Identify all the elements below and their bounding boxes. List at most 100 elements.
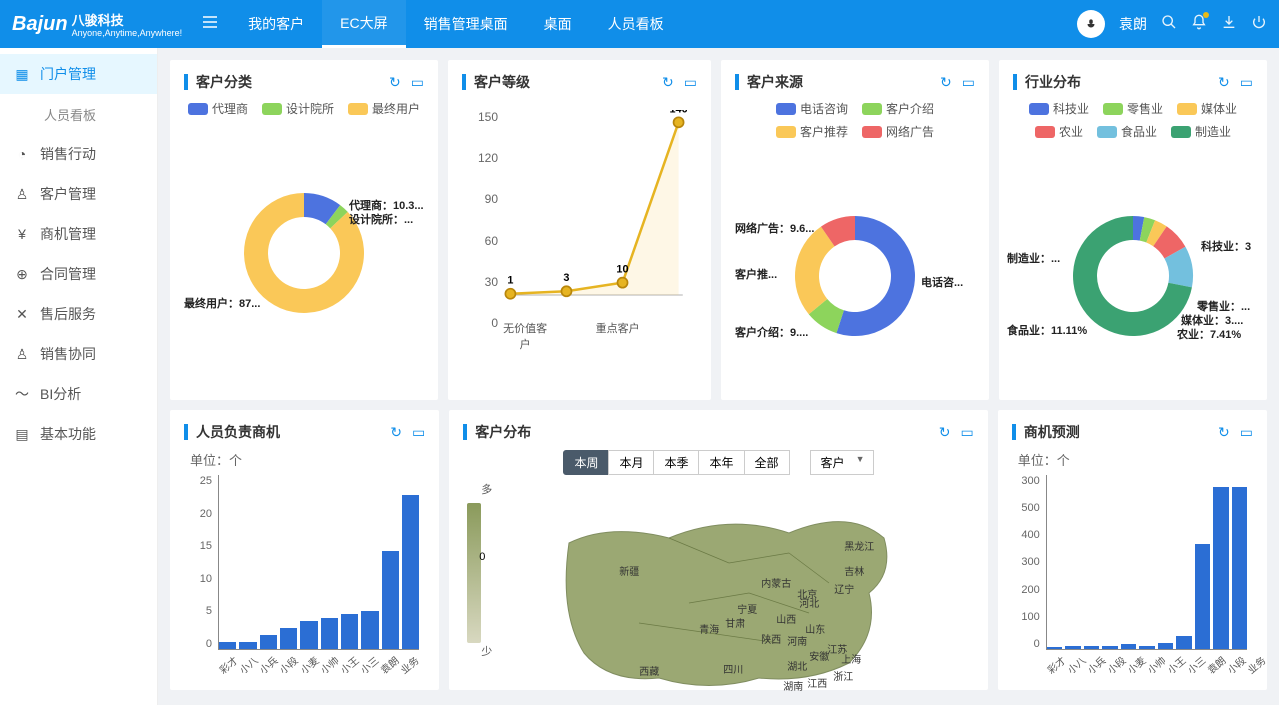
expand-icon[interactable]: ▭ [962, 74, 975, 91]
expand-icon[interactable]: ▭ [960, 424, 973, 441]
download-icon[interactable] [1221, 14, 1237, 35]
legend-item[interactable]: 客户介绍 [862, 100, 934, 117]
bar[interactable] [1084, 646, 1099, 649]
topnav-item-2[interactable]: 销售管理桌面 [406, 0, 526, 48]
refresh-icon[interactable]: ↻ [390, 424, 402, 441]
sidebar-item-7[interactable]: 〜BI分析 [0, 374, 157, 414]
sidebar-subitem[interactable]: 人员看板 [0, 94, 157, 134]
topnav-item-0[interactable]: 我的客户 [230, 0, 322, 48]
province-label: 宁夏 [737, 601, 757, 616]
customer-dropdown[interactable]: 客户 [810, 450, 874, 475]
time-tab[interactable]: 本年 [698, 450, 744, 475]
menu-toggle-icon[interactable] [202, 14, 218, 35]
legend-item[interactable]: 代理商 [188, 100, 248, 117]
search-icon[interactable] [1161, 14, 1177, 35]
province-label: 河南 [787, 633, 807, 648]
time-tab[interactable]: 本月 [608, 450, 654, 475]
sidebar-item-2[interactable]: ♙客户管理 [0, 174, 157, 214]
legend-item[interactable]: 电话咨询 [776, 100, 848, 117]
province-label: 青海 [699, 621, 719, 636]
legend-item[interactable]: 设计院所 [262, 100, 334, 117]
sidebar-icon: 〜 [14, 386, 30, 402]
bar[interactable] [260, 635, 277, 649]
sidebar-icon: ¥ [14, 226, 30, 242]
bar[interactable] [1158, 643, 1173, 649]
topnav-item-3[interactable]: 桌面 [526, 0, 590, 48]
bar[interactable] [1047, 647, 1062, 649]
sidebar-label: 商机管理 [40, 224, 96, 244]
y-axis: 3005004003002001000 [1016, 475, 1040, 650]
time-tab[interactable]: 全部 [744, 450, 790, 475]
time-tab[interactable]: 本季 [653, 450, 699, 475]
bar[interactable] [402, 495, 419, 649]
sidebar-label: 销售行动 [40, 144, 96, 164]
expand-icon[interactable]: ▭ [684, 74, 697, 91]
province-label: 吉林 [844, 563, 864, 578]
avatar[interactable] [1077, 10, 1105, 38]
svg-text:10: 10 [616, 264, 628, 276]
bar[interactable] [1195, 544, 1210, 649]
card-title: 行业分布 [1025, 72, 1218, 92]
expand-icon[interactable]: ▭ [412, 424, 425, 441]
expand-icon[interactable]: ▭ [1240, 424, 1253, 441]
card-title: 客户等级 [474, 72, 662, 92]
bar[interactable] [1176, 636, 1191, 649]
donut-label: 客户介绍：9.... [735, 324, 808, 340]
topnav-item-1[interactable]: EC大屏 [322, 0, 405, 48]
bar[interactable] [239, 642, 256, 649]
refresh-icon[interactable]: ↻ [939, 424, 951, 441]
refresh-icon[interactable]: ↻ [1218, 74, 1230, 91]
legend-item[interactable]: 农业 [1035, 123, 1083, 140]
bar[interactable] [321, 618, 338, 650]
sidebar-item-8[interactable]: ▤基本功能 [0, 414, 157, 454]
bar[interactable] [1065, 646, 1080, 649]
bar[interactable] [219, 642, 236, 649]
bar[interactable] [280, 628, 297, 649]
sidebar-item-3[interactable]: ¥ 商机管理 [0, 214, 157, 254]
bar[interactable] [1213, 487, 1228, 649]
card-industry: 行业分布↻▭科技业零售业媒体业农业食品业制造业科技业：3零售业：...媒体业：3… [999, 60, 1267, 400]
bar[interactable] [1121, 644, 1136, 649]
legend-item[interactable]: 制造业 [1171, 123, 1231, 140]
sidebar-item-1[interactable]: ◔销售行动 [0, 134, 157, 174]
legend-item[interactable]: 客户推荐 [776, 123, 848, 140]
province-label: 上海 [841, 651, 861, 666]
bar[interactable] [1232, 487, 1247, 649]
gradient-bar [467, 503, 481, 643]
card-customer-type: 客户分类↻▭代理商设计院所最终用户代理商：10.3...设计院所：...最终用户… [170, 60, 438, 400]
legend-item[interactable]: 媒体业 [1177, 100, 1237, 117]
refresh-icon[interactable]: ↻ [389, 74, 401, 91]
sidebar-item-5[interactable]: ✕售后服务 [0, 294, 157, 334]
legend-item[interactable]: 食品业 [1097, 123, 1157, 140]
sidebar-item-6[interactable]: ♙销售协同 [0, 334, 157, 374]
bar[interactable] [382, 551, 399, 649]
bar[interactable] [300, 621, 317, 649]
bell-icon[interactable] [1191, 14, 1207, 35]
legend-item[interactable]: 零售业 [1103, 100, 1163, 117]
power-icon[interactable] [1251, 14, 1267, 35]
legend-item[interactable]: 科技业 [1029, 100, 1089, 117]
bar[interactable] [361, 611, 378, 650]
logo-tagline: Anyone,Anytime,Anywhere! [72, 29, 183, 38]
bar[interactable] [1102, 646, 1117, 649]
sidebar-item-4[interactable]: ⊕合同管理 [0, 254, 157, 294]
sidebar-icon: ✕ [14, 306, 30, 322]
expand-icon[interactable]: ▭ [411, 74, 424, 91]
donut-label: 电话咨... [921, 274, 963, 290]
refresh-icon[interactable]: ↻ [1218, 424, 1230, 441]
logo: Bajun 八骏科技 Anyone,Anytime,Anywhere! [12, 10, 182, 38]
x-axis: 彩才小八小兵小段小麦小帅小王小三袁朗小段业务 [1046, 657, 1247, 672]
time-tab[interactable]: 本周 [563, 450, 609, 475]
expand-icon[interactable]: ▭ [1240, 74, 1253, 91]
bar[interactable] [1139, 646, 1154, 649]
china-map[interactable]: 黑龙江吉林辽宁内蒙古北京河北新疆宁夏山西山东青海甘肃陕西河南安徽江苏上海西藏四川… [489, 483, 973, 683]
sidebar-item-0[interactable]: ▦门户管理 [0, 54, 157, 94]
bar[interactable] [341, 614, 358, 649]
refresh-icon[interactable]: ↻ [940, 74, 952, 91]
legend-item[interactable]: 网络广告 [862, 123, 934, 140]
legend-item[interactable]: 最终用户 [348, 100, 420, 117]
refresh-icon[interactable]: ↻ [662, 74, 674, 91]
province-label: 内蒙古 [761, 575, 791, 590]
card-customer-source: 客户来源↻▭电话咨询客户介绍客户推荐网络广告网络广告：9.6...客户推...客… [721, 60, 989, 400]
topnav-item-4[interactable]: 人员看板 [590, 0, 682, 48]
